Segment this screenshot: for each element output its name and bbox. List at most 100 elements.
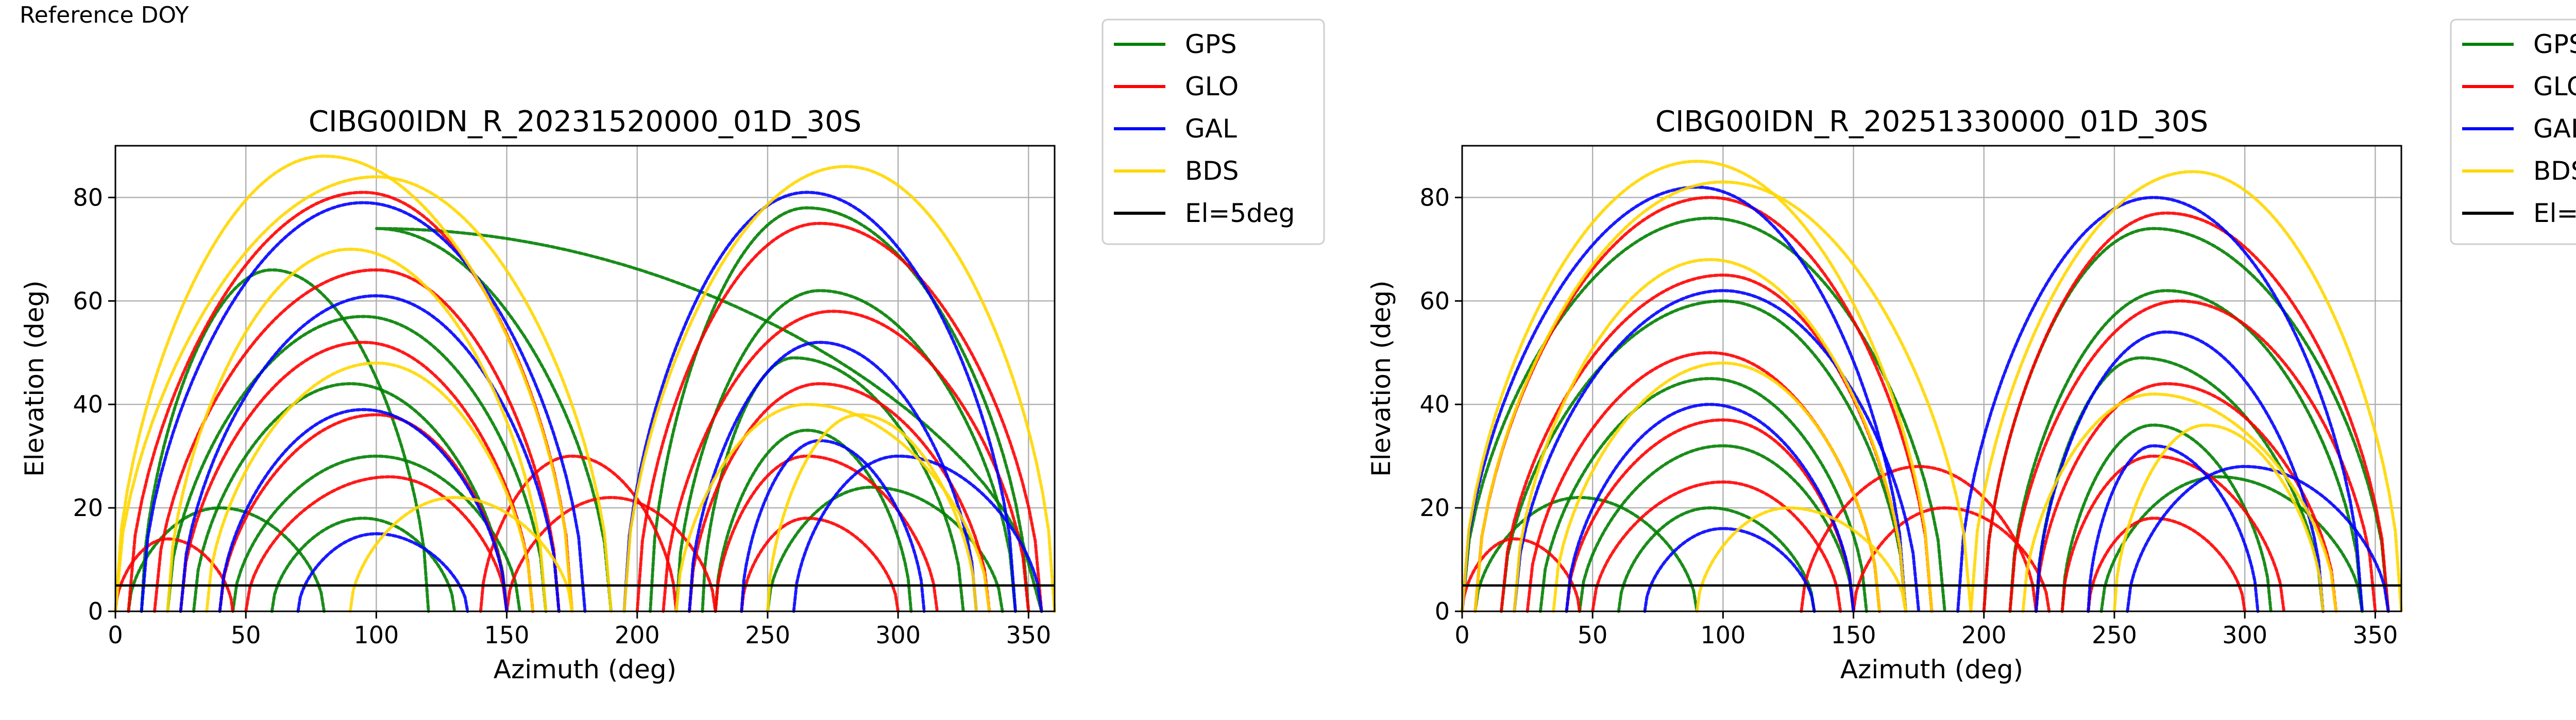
- y-tick-label: 0: [88, 597, 103, 625]
- track-arc: [1552, 361, 1882, 613]
- track-arc: [2008, 299, 2377, 613]
- track-arc: [622, 165, 1056, 613]
- track-arc: [1982, 211, 2390, 613]
- x-tick-label: 100: [1700, 621, 1745, 649]
- x-tick-label: 200: [615, 621, 660, 649]
- track-arc: [179, 294, 561, 613]
- track-arc: [2113, 423, 2325, 613]
- track-arc: [1578, 444, 1855, 613]
- track-arc: [218, 408, 509, 613]
- plot-area: [1462, 146, 2401, 611]
- track-arc: [1473, 180, 1973, 613]
- figure-label: Reference DOY: [20, 2, 189, 28]
- track-arc: [166, 315, 548, 613]
- track-arc: [2087, 517, 2247, 613]
- x-tick-label: 0: [108, 621, 123, 649]
- series-bds: [114, 155, 1056, 613]
- x-tick-label: 250: [2092, 621, 2137, 649]
- x-tick-label: 250: [745, 621, 790, 649]
- track-arc: [348, 495, 574, 613]
- x-tick-label: 50: [1578, 621, 1608, 649]
- y-tick-label: 20: [1419, 494, 1450, 522]
- track-arc: [2008, 289, 2364, 613]
- x-axis-label: Azimuth (deg): [1840, 655, 2023, 684]
- track-arc: [792, 454, 1043, 613]
- track-arc: [1538, 376, 1868, 613]
- track-arc: [114, 155, 574, 613]
- y-tick-label: 60: [1419, 287, 1450, 315]
- y-tick-label: 40: [73, 390, 103, 418]
- track-arc: [1565, 418, 1855, 613]
- track-arc: [1513, 258, 1907, 613]
- track-arc: [114, 175, 613, 613]
- track-arc: [622, 191, 1017, 613]
- x-tick-label: 100: [353, 621, 399, 649]
- track-arc: [2060, 423, 2273, 613]
- chart-title: CIBG00IDN_R_20231520000_01D_30S: [309, 105, 861, 139]
- x-tick-label: 350: [2352, 621, 2398, 649]
- track-arc: [740, 517, 900, 613]
- track-arc: [2035, 330, 2325, 613]
- x-tick-label: 350: [1006, 621, 1051, 649]
- track-arc: [635, 221, 1043, 613]
- legend-label: BDS: [1185, 156, 1239, 186]
- legend-label: GPS: [1185, 29, 1237, 59]
- track-arc: [662, 310, 1030, 613]
- track-arc: [153, 268, 561, 613]
- x-tick-label: 150: [1831, 621, 1876, 649]
- track-arc: [114, 537, 234, 613]
- track-arc: [2060, 454, 2286, 613]
- track-arc: [166, 247, 548, 613]
- chart-1: 0 50 100 150 200 250 300 350 0 20 40 60 80 CIBG00IDN_…: [20, 19, 1325, 684]
- y-tick-label: 40: [1419, 390, 1450, 418]
- series-bds: [1461, 160, 2403, 613]
- series-glo: [114, 191, 1043, 613]
- legend-box: [2450, 19, 2576, 245]
- track-arc: [1969, 170, 2403, 613]
- y-tick-label: 20: [73, 494, 103, 522]
- y-tick-label: 60: [73, 287, 103, 315]
- legend-label: GAL: [1185, 114, 1237, 144]
- track-arc: [688, 382, 991, 613]
- x-tick-label: 150: [484, 621, 530, 649]
- track-arc: [179, 340, 535, 613]
- track-arc: [1695, 506, 1907, 613]
- series-gal: [1461, 185, 2390, 613]
- track-arc: [140, 268, 430, 613]
- track-arc: [1800, 465, 2038, 613]
- track-arc: [1956, 196, 2364, 613]
- legend-box: [1101, 19, 1325, 245]
- track-arc: [674, 289, 1017, 613]
- x-tick-label: 300: [2222, 621, 2267, 649]
- track-arc: [218, 413, 509, 613]
- x-tick-label: 300: [875, 621, 921, 649]
- track-arc: [1500, 299, 1907, 613]
- legend: GPS GLO GAL BDS El=5deg: [2450, 19, 2576, 245]
- track-arc: [1591, 480, 1842, 613]
- x-tick-label: 50: [231, 621, 261, 649]
- legend-label: GLO: [2533, 72, 2576, 101]
- axes-frame: [1461, 145, 2402, 612]
- track-arc: [766, 413, 978, 613]
- track-arc: [2126, 465, 2390, 613]
- legend-label: GAL: [2533, 114, 2576, 144]
- track-arc: [231, 454, 521, 613]
- track-arc: [688, 340, 978, 613]
- legend-label: El=5deg: [1185, 198, 1295, 228]
- track-arc: [2021, 392, 2338, 613]
- y-tick-label: 80: [1419, 183, 1450, 211]
- axes-frame: [114, 145, 1056, 612]
- track-arc: [140, 201, 587, 613]
- legend-label: GLO: [1185, 72, 1239, 101]
- track-arc: [205, 361, 535, 613]
- data-layer: [114, 155, 1056, 613]
- x-axis-label: Azimuth (deg): [494, 655, 676, 684]
- track-arc: [1461, 160, 1934, 613]
- legend-label: GPS: [2533, 29, 2576, 59]
- track-arc: [296, 532, 469, 613]
- x-tick-label: 200: [1961, 621, 2007, 649]
- track-arc: [674, 403, 991, 613]
- track-arc: [505, 495, 717, 613]
- x-tick-label: 0: [1454, 621, 1469, 649]
- track-arc: [2087, 444, 2260, 613]
